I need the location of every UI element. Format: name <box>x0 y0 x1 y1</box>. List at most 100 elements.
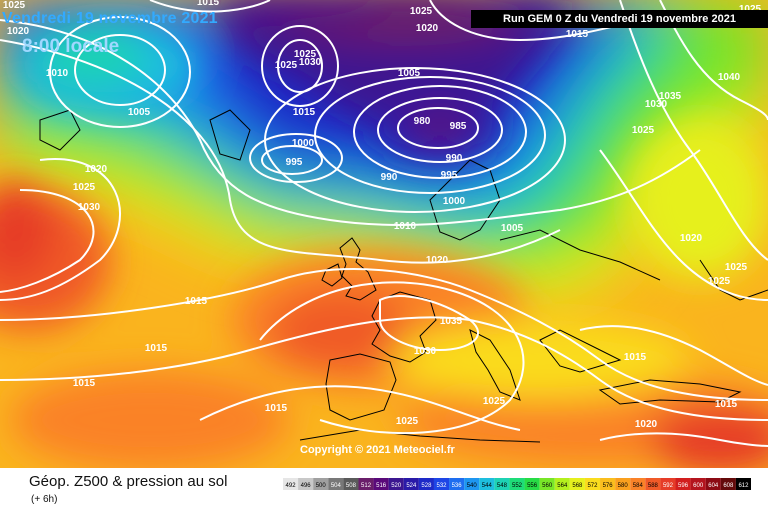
isobar-label: 1030 <box>414 346 437 357</box>
isobar-label: 1020 <box>416 23 439 34</box>
geopotential-pressure-map: 1025102010151025102010151010100510251030… <box>0 0 768 468</box>
isobar-label: 1005 <box>128 107 151 118</box>
isobar-label: 1010 <box>46 68 69 79</box>
scale-label: 576 <box>603 483 614 489</box>
scale-swatch <box>600 478 616 490</box>
scale-label: 492 <box>286 483 297 489</box>
field-title: Géop. Z500 & pression au sol <box>29 473 228 490</box>
isobar-label: 1030 <box>299 57 322 68</box>
isobar-label: 1020 <box>426 255 449 266</box>
scale-label: 580 <box>618 483 629 489</box>
isobar-label: 1025 <box>725 262 748 273</box>
isobar-label: 1015 <box>197 0 220 8</box>
isobar-label: 1025 <box>410 6 433 17</box>
scale-swatch <box>705 478 721 490</box>
isobar-label: 1015 <box>566 29 589 40</box>
isobar-label: 1035 <box>659 91 682 102</box>
scale-label: 584 <box>633 483 644 489</box>
isobar-label: 1040 <box>718 72 741 83</box>
scale-swatch <box>509 478 525 490</box>
scale-swatch <box>645 478 661 490</box>
scale-swatch <box>524 478 540 490</box>
isobar-label: 1020 <box>680 233 703 244</box>
scale-swatch <box>675 478 691 490</box>
scale-swatch <box>388 478 404 490</box>
color-scale-legend: 492 496 500 504 508 512 516 520 524 528 532 536 540 5… <box>283 478 751 490</box>
scale-swatch <box>720 478 736 490</box>
isobar-label: 1025 <box>3 0 26 11</box>
scale-label: 528 <box>421 483 432 489</box>
scale-swatch <box>735 478 751 490</box>
scale-label: 564 <box>557 483 568 489</box>
isobar-label: 1025 <box>294 49 317 60</box>
copyright-text: Copyright © 2021 Meteociel.fr <box>300 444 455 456</box>
isobar-label: 985 <box>450 121 467 132</box>
scale-label: 548 <box>497 483 508 489</box>
isobar-label: 1025 <box>275 60 298 71</box>
isobar-label: 1000 <box>292 138 315 149</box>
scale-swatch <box>449 478 465 490</box>
isobar-label: 990 <box>446 153 463 164</box>
isobar-label: 1015 <box>265 403 288 414</box>
isobar-labels: 1025102010151025102010151010100510251030… <box>3 0 762 430</box>
scale-label: 560 <box>542 483 553 489</box>
scale-swatch <box>554 478 570 490</box>
isobar-label: 995 <box>286 157 303 168</box>
scale-swatch <box>660 478 676 490</box>
isobar-label: 1015 <box>624 352 647 363</box>
scale-swatch <box>615 478 631 490</box>
scale-swatch <box>569 478 585 490</box>
isobar-label: 1015 <box>145 343 168 354</box>
scale-swatch <box>539 478 555 490</box>
scale-label: 612 <box>738 483 749 489</box>
scale-label: 600 <box>693 483 704 489</box>
scale-swatch <box>283 478 299 490</box>
isobar-label: 1025 <box>708 276 731 287</box>
scale-swatch <box>358 478 374 490</box>
map-footer: Géop. Z500 & pression au sol (+ 6h) 492 4… <box>0 468 768 512</box>
isobar-label: 1020 <box>7 26 30 37</box>
isobar-label: 1030 <box>645 99 668 110</box>
scale-swatch <box>373 478 389 490</box>
scale-label: 504 <box>331 483 342 489</box>
scale-label: 520 <box>391 483 402 489</box>
scale-swatch <box>494 478 510 490</box>
scale-swatch <box>328 478 344 490</box>
scale-label: 588 <box>648 483 659 489</box>
isobar-label: 1000 <box>443 196 466 207</box>
scale-swatch <box>298 478 314 490</box>
z500-color-field <box>0 0 768 468</box>
scale-label: 508 <box>346 483 357 489</box>
isobar-label: 1030 <box>78 202 101 213</box>
isobar-label: 1025 <box>739 4 762 15</box>
scale-label: 500 <box>316 483 327 489</box>
weather-map: 1025 1020 1015 1025 1020 1015 1010 1005 1025 1030… <box>0 0 768 468</box>
scale-label: 596 <box>678 483 689 489</box>
isobar-label: 1020 <box>635 419 658 430</box>
isobar-label: 995 <box>441 170 458 181</box>
scale-label: 544 <box>482 483 493 489</box>
coastlines <box>39 109 768 443</box>
scale-swatch <box>433 478 450 490</box>
scale-swatch <box>403 478 419 490</box>
isobar-label: 1015 <box>293 107 316 118</box>
isobar-label: 1035 <box>440 316 463 327</box>
scale-label: 592 <box>663 483 674 489</box>
run-info-banner: Run GEM 0 Z du Vendredi 19 novembre 2021 <box>471 10 768 28</box>
isobar-label: 990 <box>381 172 398 183</box>
scale-label: 540 <box>467 483 478 489</box>
lead-time: (+ 6h) <box>31 494 58 505</box>
scale-swatch <box>479 478 495 490</box>
scale-swatch <box>464 478 480 490</box>
isobar-label: 1005 <box>501 223 524 234</box>
scale-label: 608 <box>723 483 734 489</box>
scale-label: 536 <box>452 483 463 489</box>
scale-label: 552 <box>512 483 523 489</box>
scale-label: 516 <box>376 483 387 489</box>
scale-label: 532 <box>437 483 448 489</box>
scale-label: 568 <box>572 483 583 489</box>
forecast-date: Vendredi 19 novembre 2021 <box>2 10 218 27</box>
isobar-label: 980 <box>414 116 431 127</box>
scale-label: 524 <box>406 483 417 489</box>
isobar-label: 1020 <box>85 164 108 175</box>
